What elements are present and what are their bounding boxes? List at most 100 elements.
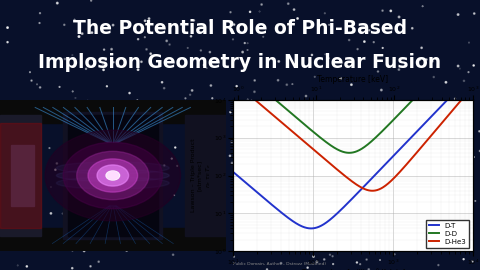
Point <box>341 137 349 141</box>
Point <box>427 101 435 105</box>
D-He3 <box>372 189 377 192</box>
D-D <box>272 98 278 101</box>
Point <box>375 236 383 241</box>
Point <box>108 47 115 51</box>
Point <box>183 232 191 237</box>
Point <box>329 262 337 266</box>
Point <box>354 47 361 51</box>
Point <box>27 194 35 198</box>
Point <box>207 18 215 23</box>
Point <box>378 247 385 251</box>
Point <box>29 109 36 113</box>
Point <box>71 18 78 22</box>
Point <box>14 263 22 268</box>
D-D <box>470 36 476 39</box>
Point <box>321 52 329 56</box>
Point <box>436 124 444 129</box>
Point <box>255 107 263 112</box>
Point <box>310 254 317 259</box>
Point <box>168 157 176 161</box>
D-D <box>230 62 236 65</box>
Point <box>160 86 168 90</box>
Circle shape <box>107 172 119 179</box>
Point <box>249 184 256 188</box>
Point <box>135 173 143 177</box>
Point <box>133 98 141 103</box>
Point <box>451 97 459 101</box>
Point <box>134 68 142 72</box>
Point <box>460 79 468 83</box>
Point <box>134 37 142 41</box>
Point <box>408 26 416 31</box>
Point <box>121 217 129 222</box>
Point <box>476 149 480 153</box>
Point <box>460 257 468 261</box>
Point <box>170 193 178 197</box>
Point <box>457 106 465 110</box>
Point <box>259 35 267 39</box>
Point <box>26 140 34 145</box>
D-He3 <box>391 177 396 180</box>
Point <box>190 18 198 23</box>
Point <box>392 183 399 188</box>
Point <box>188 88 196 93</box>
Circle shape <box>63 142 162 209</box>
Point <box>401 231 409 236</box>
Point <box>203 66 211 70</box>
Point <box>85 63 93 67</box>
Point <box>378 88 385 92</box>
Point <box>87 264 95 268</box>
Point <box>23 264 31 269</box>
X-axis label: Temperature [million ° Kelvin]: Temperature [million ° Kelvin] <box>300 268 405 270</box>
D-T <box>272 206 278 209</box>
Point <box>305 118 313 123</box>
Point <box>468 259 476 264</box>
Bar <box>0 123 41 228</box>
Point <box>373 240 381 244</box>
Point <box>312 107 320 111</box>
Point <box>123 163 131 167</box>
Point <box>291 225 299 230</box>
D-T <box>391 154 396 157</box>
Point <box>370 40 378 44</box>
Bar <box>0 115 41 236</box>
Point <box>72 96 79 100</box>
Point <box>241 202 249 206</box>
Point <box>276 155 284 159</box>
Point <box>241 41 249 45</box>
Point <box>251 78 259 83</box>
Point <box>399 24 407 28</box>
Point <box>394 134 402 139</box>
Text: The Potential Role of Phi-Based: The Potential Role of Phi-Based <box>73 19 407 38</box>
Point <box>395 68 403 72</box>
Point <box>372 125 379 129</box>
Point <box>416 158 424 162</box>
Point <box>227 110 234 114</box>
Point <box>28 78 36 83</box>
Point <box>454 64 462 68</box>
Point <box>467 187 474 191</box>
D-D <box>338 150 344 153</box>
Point <box>229 37 237 42</box>
Point <box>289 174 297 178</box>
Point <box>238 112 246 116</box>
Point <box>470 11 478 16</box>
Point <box>325 23 333 27</box>
Point <box>471 199 479 203</box>
Point <box>378 246 386 251</box>
Point <box>365 177 372 181</box>
Point <box>387 9 395 13</box>
Point <box>339 181 347 185</box>
Point <box>136 153 144 157</box>
Point <box>53 161 60 166</box>
Point <box>230 255 238 259</box>
Point <box>427 131 434 135</box>
Point <box>141 19 149 23</box>
Point <box>456 66 464 71</box>
Point <box>35 247 42 251</box>
Point <box>14 211 22 215</box>
Point <box>10 158 18 163</box>
Point <box>321 135 329 140</box>
Point <box>367 176 374 180</box>
Point <box>92 241 99 245</box>
